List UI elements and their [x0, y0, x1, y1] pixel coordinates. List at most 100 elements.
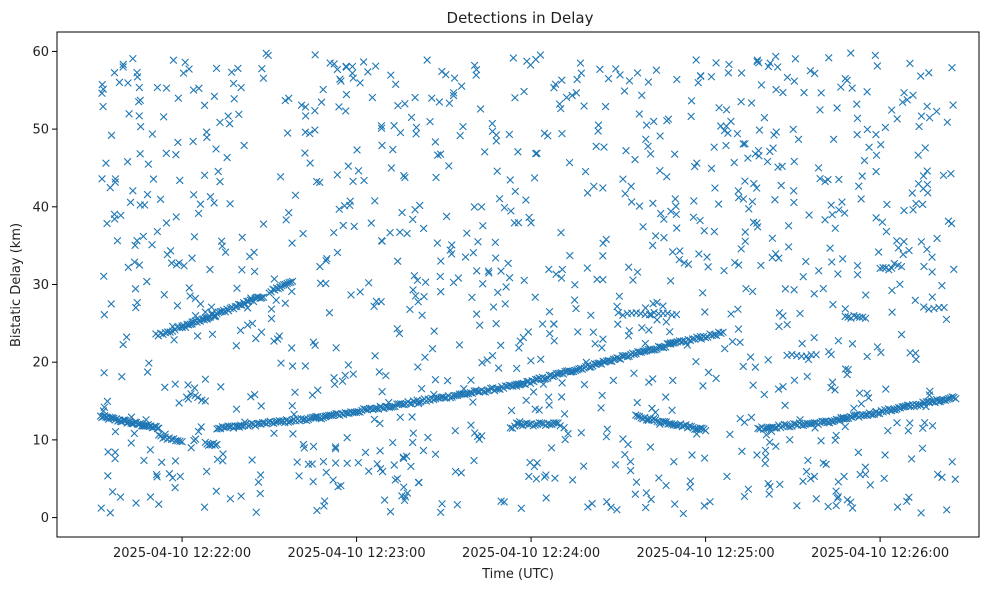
data-point	[872, 408, 880, 416]
data-point	[656, 420, 664, 428]
data-point	[287, 344, 296, 352]
data-point	[237, 492, 245, 500]
data-point	[821, 177, 829, 186]
data-point	[639, 222, 647, 231]
data-point	[835, 206, 843, 214]
data-point	[850, 404, 858, 413]
data-point	[400, 171, 408, 180]
data-point	[876, 140, 885, 149]
data-point	[119, 416, 127, 424]
data-point	[948, 458, 956, 466]
data-point	[692, 430, 701, 438]
data-point	[186, 292, 194, 300]
data-point	[106, 183, 115, 192]
data-point	[714, 200, 723, 208]
data-point	[781, 401, 789, 410]
data-point	[824, 54, 833, 62]
data-point	[354, 167, 363, 175]
data-point	[364, 68, 372, 76]
data-point	[733, 129, 742, 138]
data-point	[821, 215, 829, 224]
data-point	[396, 413, 405, 422]
data-point	[950, 265, 958, 274]
data-point	[686, 477, 695, 485]
data-point	[258, 294, 266, 302]
data-point	[764, 356, 773, 364]
data-point	[904, 426, 913, 435]
data-point	[740, 418, 749, 427]
data-point	[861, 470, 870, 479]
data-point	[350, 222, 358, 231]
data-point	[555, 100, 564, 108]
data-point	[613, 505, 621, 514]
data-point	[250, 390, 259, 399]
data-point	[140, 201, 149, 209]
data-point	[672, 210, 681, 219]
data-point	[139, 232, 148, 241]
data-point	[212, 64, 221, 73]
data-point	[168, 322, 177, 331]
data-point	[891, 406, 899, 414]
data-point	[896, 280, 904, 289]
data-point	[692, 56, 700, 64]
data-point	[287, 287, 296, 296]
data-point	[321, 279, 330, 288]
data-point	[843, 496, 852, 504]
data-point	[167, 435, 176, 444]
data-point	[779, 312, 787, 320]
data-point	[789, 125, 798, 134]
data-point	[386, 507, 395, 516]
data-point	[557, 274, 566, 282]
data-point	[111, 175, 120, 183]
data-point	[230, 95, 238, 103]
data-point	[641, 503, 650, 512]
data-point	[295, 472, 303, 480]
data-point	[737, 97, 745, 106]
data-point	[491, 238, 500, 247]
data-point	[148, 240, 156, 249]
data-point	[888, 286, 896, 295]
data-point	[623, 352, 632, 361]
data-point	[445, 162, 453, 170]
data-point	[556, 104, 565, 113]
data-point	[433, 239, 442, 247]
data-point	[106, 508, 115, 517]
data-point	[947, 219, 956, 228]
data-point	[686, 483, 694, 491]
data-point	[646, 150, 655, 158]
data-point	[514, 218, 523, 227]
data-point	[99, 272, 108, 281]
data-point	[700, 454, 709, 462]
data-point	[309, 442, 318, 451]
data-point	[97, 504, 105, 512]
data-point	[167, 259, 176, 267]
data-point	[530, 174, 539, 182]
data-point	[899, 250, 907, 259]
data-point	[281, 96, 290, 105]
data-point	[171, 380, 180, 388]
data-point	[227, 68, 236, 77]
data-point	[890, 259, 899, 268]
data-point	[942, 506, 951, 514]
data-point	[368, 93, 377, 102]
data-point	[430, 390, 438, 399]
data-point	[364, 279, 373, 287]
data-point	[343, 459, 351, 468]
data-point	[898, 98, 907, 107]
data-point	[570, 296, 579, 304]
data-point	[449, 89, 458, 97]
data-point	[475, 387, 484, 396]
data-point	[370, 302, 378, 311]
data-point	[264, 51, 272, 60]
data-point	[749, 179, 758, 188]
data-point	[545, 307, 554, 316]
data-point	[739, 362, 748, 371]
data-point	[827, 258, 836, 266]
data-point	[864, 394, 873, 402]
data-point	[188, 254, 196, 263]
data-point	[550, 337, 559, 345]
data-point	[247, 294, 255, 302]
data-point	[281, 299, 290, 308]
data-point	[566, 251, 574, 260]
data-point	[144, 160, 153, 168]
